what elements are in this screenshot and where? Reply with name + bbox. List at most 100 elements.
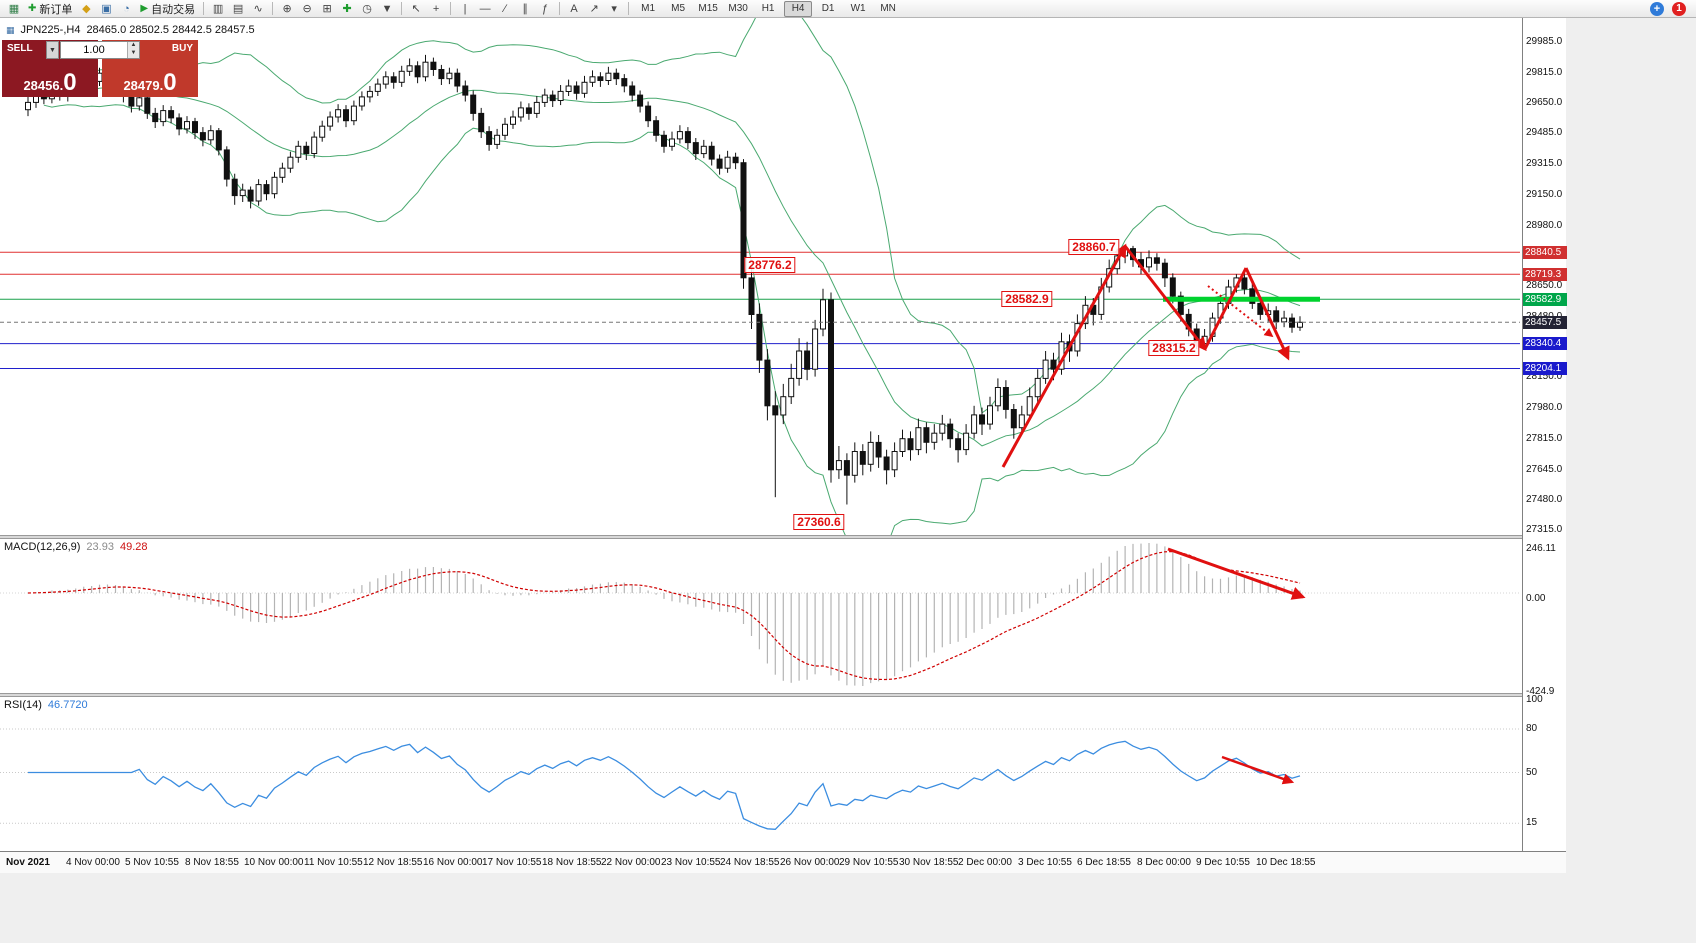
line-chart-icon[interactable]: ∿ <box>253 3 263 15</box>
macd-scale-label: 246.11 <box>1526 543 1556 554</box>
time-label: 2 Dec 00:00 <box>958 857 1012 868</box>
autotrade-button-label: 自动交易 <box>151 3 196 16</box>
templates-icon[interactable]: ▼ <box>381 2 393 15</box>
time-label: 4 Nov 00:00 <box>66 857 120 868</box>
market-watch-icon[interactable]: ▣ <box>101 3 112 15</box>
price-line-label: 28582.9 <box>1523 293 1567 306</box>
vertical-line-icon[interactable]: | <box>463 2 467 15</box>
bottom-empty-area <box>0 873 1566 943</box>
price-annotation: 28582.9 <box>1001 291 1053 307</box>
macd-panel[interactable]: MACD(12,26,9) 23.93 49.28 <box>0 539 1522 693</box>
price-tick: 27645.0 <box>1526 464 1563 475</box>
price-tick: 29650.0 <box>1526 97 1563 108</box>
price-annotation: 28776.2 <box>744 257 796 273</box>
timeframe-d1[interactable]: D1 <box>821 3 835 14</box>
time-axis[interactable]: Nov 2021 4 Nov 00:00 5 Nov 10:55 8 Nov 18:5… <box>0 851 1566 873</box>
rsi-scale-label: 100 <box>1526 694 1543 705</box>
toolbar-separator <box>272 2 274 15</box>
price-axis[interactable]: 29985.0 29815.0 29650.0 29485.0 29315.0 29150… <box>1522 18 1567 851</box>
volume-down-icon[interactable]: ▼ <box>128 50 139 58</box>
horizontal-line-icon[interactable]: — <box>479 2 491 15</box>
panel-splitter[interactable] <box>0 693 1566 697</box>
volume-value[interactable]: 1.00 <box>83 44 105 56</box>
timeframe-h1[interactable]: H1 <box>761 3 775 14</box>
time-label: 22 Nov 00:00 <box>601 857 661 868</box>
time-label: 3 Dec 10:55 <box>1018 857 1072 868</box>
time-label: 29 Nov 10:55 <box>839 857 899 868</box>
rsi-panel[interactable]: RSI(14) 46.7720 <box>0 697 1522 851</box>
time-label: 6 Dec 18:55 <box>1077 857 1131 868</box>
zoom-in-icon[interactable]: ⊕ <box>282 3 292 15</box>
fibonacci-icon[interactable]: ƒ <box>542 2 549 15</box>
alerts-icon[interactable]: ◔ <box>123 2 130 15</box>
trendline-icon[interactable]: ∕ <box>504 2 507 15</box>
notification-badge[interactable]: 1 <box>1672 1 1686 16</box>
volume-dropdown-icon[interactable]: ▼ <box>46 41 59 59</box>
arrow-tool-icon[interactable]: ↗ <box>589 3 599 15</box>
crosshair-icon[interactable]: + <box>432 2 440 15</box>
price-tick: 29315.0 <box>1526 158 1563 169</box>
timeframe-m1[interactable]: M1 <box>641 3 656 14</box>
toolbar-separator <box>450 2 452 15</box>
indicators-icon[interactable]: ✚ <box>342 3 352 15</box>
main-chart-panel[interactable]: ▦ JPN225-,H4 28465.0 28502.5 28442.5 284… <box>0 18 1522 535</box>
timeframe-mn[interactable]: MN <box>880 3 896 14</box>
toolbar-separator <box>203 2 205 15</box>
time-label: 26 Nov 00:00 <box>780 857 840 868</box>
rsi-scale-label: 15 <box>1526 817 1538 828</box>
zoom-out-icon[interactable]: ⊖ <box>302 3 312 15</box>
price-line-label: 28457.5 <box>1523 316 1567 329</box>
rsi-chart <box>0 728 1520 830</box>
tile-windows-icon[interactable]: ⊞ <box>322 3 332 15</box>
price-line-label: 28340.4 <box>1523 337 1567 350</box>
rsi-label: RSI(14) 46.7720 <box>4 699 88 711</box>
price-tick: 27480.0 <box>1526 494 1563 505</box>
price-tick: 28980.0 <box>1526 220 1563 231</box>
buy-price: 28479.0 <box>123 69 177 96</box>
search-overlay-icon[interactable]: + <box>1650 1 1664 16</box>
autotrade-button[interactable]: ▶ 自动交易 <box>136 1 199 16</box>
shapes-icon[interactable]: ▾ <box>611 3 617 15</box>
text-label-icon[interactable]: A <box>570 2 578 15</box>
volume-stepper[interactable]: ▲ ▼ <box>127 42 139 58</box>
volume-up-icon[interactable]: ▲ <box>128 42 139 50</box>
new-order-button[interactable]: ✚ 新订单 <box>24 1 76 16</box>
time-label: 5 Nov 10:55 <box>125 857 179 868</box>
panel-splitter[interactable] <box>0 535 1566 539</box>
timeframe-h4[interactable]: H4 <box>784 0 813 17</box>
macd-main-value: 23.93 <box>86 541 114 553</box>
volume-input[interactable]: 1.00 ▲ ▼ <box>60 41 140 59</box>
time-label: 18 Nov 18:55 <box>542 857 602 868</box>
price-line-label: 28204.1 <box>1523 362 1567 375</box>
scripts-icon[interactable]: ◆ <box>82 3 91 15</box>
sell-label: SELL <box>7 43 33 54</box>
time-label: 17 Nov 10:55 <box>482 857 542 868</box>
periods-icon[interactable]: ◷ <box>362 3 372 15</box>
toolbar-separator <box>628 2 630 15</box>
price-tick: 29485.0 <box>1526 127 1563 138</box>
symbol-info-bar: ▦ JPN225-,H4 28465.0 28502.5 28442.5 284… <box>6 24 255 36</box>
price-tick: 27980.0 <box>1526 402 1563 413</box>
time-label: 8 Dec 00:00 <box>1137 857 1191 868</box>
price-line-label: 28840.5 <box>1523 246 1567 259</box>
buy-label: BUY <box>171 43 193 54</box>
rsi-value: 46.7720 <box>47 699 88 711</box>
timeframe-w1[interactable]: W1 <box>850 3 866 14</box>
timeframe-m15[interactable]: M15 <box>698 3 718 14</box>
candlestick-chart-icon[interactable]: ▤ <box>232 3 244 15</box>
time-label: 10 Dec 18:55 <box>1256 857 1316 868</box>
channel-icon[interactable]: ∥ <box>522 3 528 15</box>
new-order-button-label: 新订单 <box>39 3 73 16</box>
time-label: 8 Nov 18:55 <box>185 857 239 868</box>
time-label: 16 Nov 00:00 <box>423 857 483 868</box>
new-chart-icon[interactable]: ▦ <box>8 3 20 15</box>
one-click-trading-panel: SELL 28456.0 BUY 28479.0 ▼ 1.00 ▲ ▼ <box>2 40 198 97</box>
timeframe-m5[interactable]: M5 <box>671 3 686 14</box>
candlestick-chart[interactable] <box>0 18 1522 535</box>
bar-chart-icon[interactable]: ▥ <box>212 3 224 15</box>
chart-mini-icon: ▦ <box>6 24 15 35</box>
time-label: 24 Nov 18:55 <box>720 857 780 868</box>
cursor-icon[interactable]: ↖ <box>411 3 421 15</box>
price-line-label: 28719.3 <box>1523 268 1567 281</box>
timeframe-m30[interactable]: M30 <box>728 3 748 14</box>
